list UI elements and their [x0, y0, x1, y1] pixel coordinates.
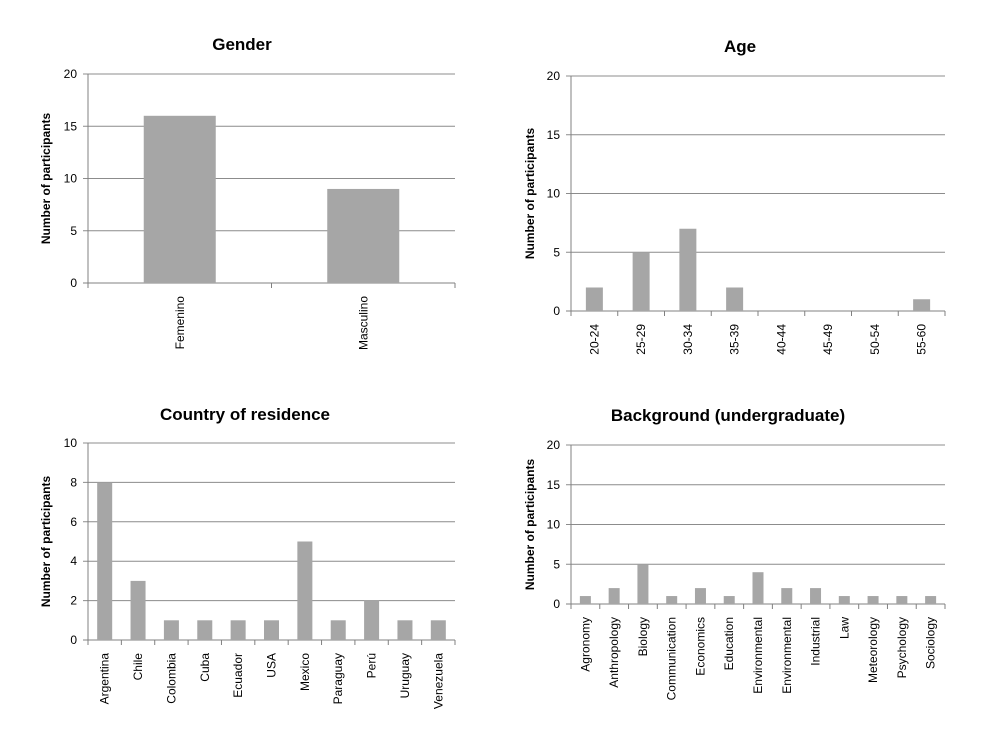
bar-usa	[264, 620, 279, 640]
y-tick-label: 10	[547, 518, 561, 532]
bar-venezuela	[430, 620, 446, 640]
chart-panel-1: Gender Number of participants 0 5 10 15 20 Feme…	[39, 35, 456, 350]
y-tick-label: 5	[553, 557, 560, 571]
y-tick-label: 8	[70, 475, 77, 489]
bar-55-60	[913, 299, 931, 311]
y-tick-label: 5	[553, 245, 560, 259]
bar-chile	[130, 580, 146, 640]
y-tick-label: 2	[70, 594, 77, 608]
x-tick-label: 35-39	[728, 324, 742, 355]
bar-uruguay	[397, 620, 413, 640]
bar-meteorology	[867, 596, 879, 604]
bar-environmental	[781, 588, 793, 604]
y-tick-label: 0	[70, 633, 77, 647]
bar-biology	[637, 564, 649, 604]
y-axis-label: Number of participants	[523, 459, 537, 591]
y-tick-label: 10	[64, 436, 78, 450]
chart-panel-2: Age Number of participants 0 5 10 15 20 20-24 25…	[523, 37, 946, 355]
y-tick-label: 6	[70, 515, 77, 529]
x-tick-label: Ecuador	[231, 653, 245, 698]
y-axis-label: Number of participants	[39, 476, 53, 608]
x-tick-label: Biology	[636, 617, 650, 656]
x-tick-label: 50-54	[868, 324, 882, 355]
x-tick-label: Law	[837, 617, 851, 639]
bar-communication	[666, 596, 678, 604]
y-axis-label: Number of participants	[523, 128, 537, 260]
bar-agronomy	[579, 596, 591, 604]
bar-anthropology	[608, 588, 620, 604]
x-tick-label: Meteorology	[866, 617, 880, 683]
x-tick-label: 20-24	[587, 324, 601, 355]
chart-title: Background (undergraduate)	[611, 406, 845, 425]
x-tick-label: Uruguay	[398, 653, 412, 698]
x-tick-label: 45-49	[821, 324, 835, 355]
x-tick-label: Psychology	[895, 617, 909, 678]
x-tick-label: Anthropology	[607, 617, 621, 688]
bar-economics	[694, 588, 706, 604]
bar-environmental	[752, 572, 764, 604]
bar-femenino	[143, 115, 216, 283]
bar-psychology	[896, 596, 908, 604]
x-tick-label: Perú	[365, 653, 379, 678]
x-tick-label: 30-34	[681, 324, 695, 355]
bar-ecuador	[230, 620, 246, 640]
x-tick-label: Economics	[693, 617, 707, 676]
bar-argentina	[97, 482, 113, 640]
y-tick-label: 4	[70, 554, 77, 568]
x-tick-label: Mexico	[298, 653, 312, 691]
x-tick-label: Communication	[665, 617, 679, 700]
x-tick-label: Femenino	[173, 296, 187, 350]
y-tick-label: 20	[547, 438, 561, 452]
x-tick-label: Cuba	[198, 653, 212, 682]
y-tick-label: 15	[547, 478, 561, 492]
bar-sociology	[925, 596, 937, 604]
bar-education	[723, 596, 735, 604]
bar-per-	[364, 600, 380, 640]
chart-panel-3: Country of residence Number of participan…	[39, 405, 456, 709]
y-tick-label: 0	[70, 276, 77, 290]
x-tick-label: Environmental	[751, 617, 765, 694]
y-tick-label: 15	[64, 119, 78, 133]
bar-paraguay	[330, 620, 346, 640]
bar-cuba	[197, 620, 213, 640]
y-tick-label: 10	[547, 187, 561, 201]
y-tick-label: 0	[553, 597, 560, 611]
bar-30-34	[679, 228, 697, 311]
x-tick-label: Colombia	[164, 653, 178, 704]
x-tick-label: Industrial	[809, 617, 823, 666]
y-tick-label: 10	[64, 172, 78, 186]
chart-title: Age	[724, 37, 756, 56]
x-tick-label: 25-29	[634, 324, 648, 355]
x-tick-label: Education	[722, 617, 736, 670]
y-tick-label: 0	[553, 304, 560, 318]
bar-colombia	[163, 620, 179, 640]
bar-20-24	[585, 287, 603, 311]
y-tick-label: 20	[64, 67, 78, 81]
bar-masculino	[327, 188, 400, 283]
y-tick-label: 5	[70, 224, 77, 238]
bar-mexico	[297, 541, 313, 640]
x-tick-label: Sociology	[924, 617, 938, 669]
chart-panel-4: Background (undergraduate) Number of part…	[523, 406, 946, 700]
x-tick-label: Argentina	[98, 653, 112, 705]
x-tick-label: 40-44	[774, 324, 788, 355]
chart-title: Gender	[212, 35, 272, 54]
x-tick-label: Paraguay	[331, 653, 345, 704]
y-axis-label: Number of participants	[39, 113, 53, 245]
bar-law	[838, 596, 850, 604]
bar-industrial	[810, 588, 822, 604]
x-tick-label: 55-60	[915, 324, 929, 355]
bar-35-39	[726, 287, 744, 311]
x-tick-label: Agronomy	[578, 617, 592, 672]
y-tick-label: 20	[547, 69, 561, 83]
chart-title: Country of residence	[160, 405, 330, 424]
x-tick-label: Chile	[131, 653, 145, 681]
x-tick-label: Venezuela	[431, 653, 445, 709]
x-tick-label: USA	[265, 653, 279, 678]
x-tick-label: Masculino	[356, 296, 370, 350]
y-tick-label: 15	[547, 128, 561, 142]
bar-25-29	[632, 252, 650, 311]
x-tick-label: Environmental	[780, 617, 794, 694]
